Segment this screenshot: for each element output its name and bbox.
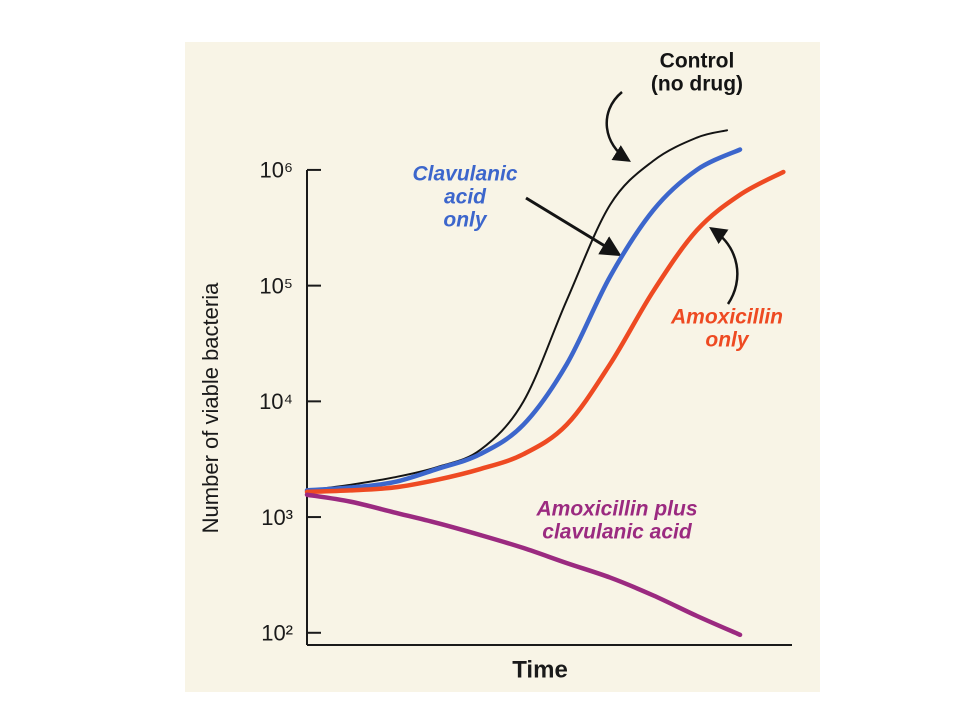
arrow: [525, 196, 622, 257]
arrow: [605, 91, 631, 162]
annotation: Clavulanic: [412, 163, 517, 186]
annotation: only: [443, 209, 487, 232]
annotation: Amoxicillin plus: [535, 498, 697, 521]
y-tick-label: 10²: [261, 621, 293, 646]
panel: [185, 42, 820, 692]
series-line: [304, 492, 743, 638]
y-tick-label: 10⁴: [259, 389, 293, 414]
y-tick-label: 10³: [261, 505, 293, 530]
annotation: clavulanic acid: [542, 521, 693, 544]
series-line: [306, 129, 729, 492]
series-line: [304, 147, 743, 493]
annotation: Control: [660, 50, 735, 73]
x-axis-label: Time: [512, 656, 568, 683]
annotation: acid: [444, 186, 487, 209]
annotation: (no drug): [651, 73, 743, 96]
y-tick-label: 10⁵: [259, 273, 293, 298]
annotation: Amoxicillin: [670, 306, 783, 329]
annotation: only: [705, 329, 749, 352]
y-axis-label: Number of viable bacteria: [198, 282, 223, 533]
y-tick-label: 10⁶: [259, 158, 293, 183]
arrow: [709, 227, 739, 305]
series-line: [304, 169, 786, 495]
